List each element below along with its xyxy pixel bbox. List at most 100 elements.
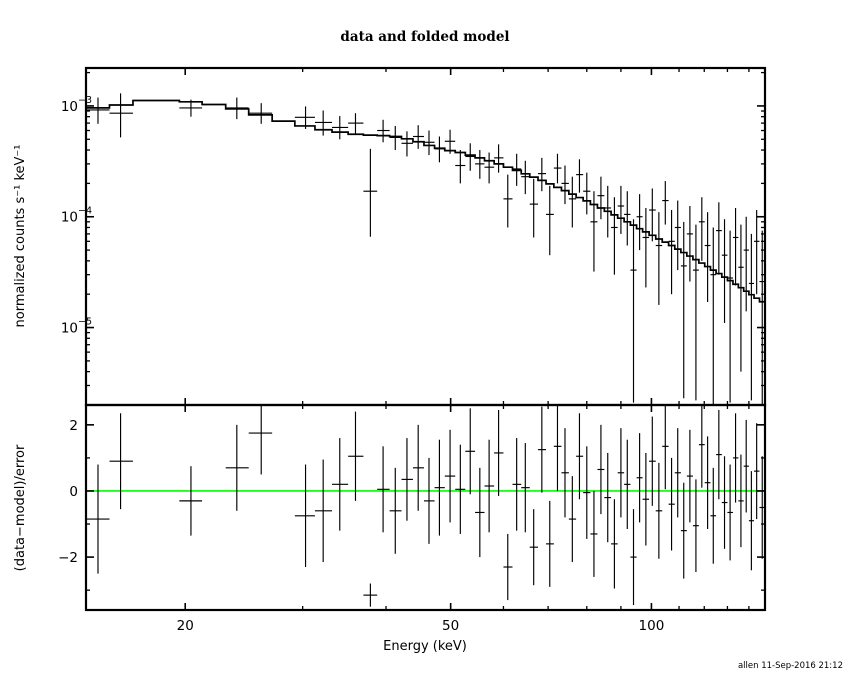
- data-point-errorbar: [484, 152, 495, 184]
- data-point-errorbar: [377, 119, 390, 143]
- top-panel-ticks: [86, 68, 765, 405]
- top-panel-model-layer: [86, 99, 765, 303]
- residual-point-errorbar: [754, 423, 760, 520]
- data-point-errorbar: [465, 143, 476, 171]
- upper-panel: 10−310−410−5 normalized counts s⁻¹ keV⁻¹: [13, 66, 767, 407]
- data-point-errorbar: [86, 97, 110, 124]
- data-point-errorbar: [698, 197, 705, 261]
- residual-point-errorbar: [583, 446, 591, 539]
- timestamp-stamp: allen 11-Sep-2016 21:12: [738, 661, 843, 671]
- residual-point-errorbar: [727, 464, 733, 561]
- data-point-errorbar: [576, 159, 584, 193]
- residual-panel-ticks: [86, 405, 765, 610]
- residual-point-errorbar: [716, 409, 722, 500]
- residual-point-errorbar: [630, 509, 637, 606]
- residual-point-errorbar: [743, 419, 749, 513]
- data-point-errorbar: [444, 129, 456, 154]
- residual-point-errorbar: [434, 439, 445, 536]
- residual-point-errorbar: [521, 443, 530, 533]
- data-point-errorbar: [624, 191, 631, 246]
- residual-point-errorbar: [698, 406, 705, 488]
- residual-point-errorbar: [624, 439, 631, 529]
- residual-point-errorbar: [475, 467, 485, 558]
- data-point-errorbar: [611, 197, 618, 275]
- data-point-errorbar: [617, 185, 625, 234]
- residual-panel: 2 0 −2 (data−model)/error: [13, 403, 767, 612]
- residual-point-errorbar: [484, 439, 495, 533]
- data-point-errorbar: [743, 216, 749, 312]
- y-tick-label-residual: 0: [69, 484, 78, 500]
- svg-text:−3: −3: [78, 95, 92, 106]
- top-panel-y-tick-labels: 10−310−410−5: [61, 95, 92, 337]
- data-point-errorbar: [686, 206, 693, 282]
- data-point-errorbar: [412, 125, 424, 149]
- data-point-errorbar: [732, 207, 739, 286]
- residual-point-errorbar: [225, 424, 249, 511]
- data-point-errorbar: [546, 185, 554, 256]
- residual-point-errorbar: [86, 464, 110, 574]
- residual-point-errorbar: [377, 446, 390, 533]
- data-point-errorbar: [738, 224, 744, 372]
- x-tick-label: 20: [177, 618, 194, 634]
- residual-point-errorbar: [668, 457, 675, 551]
- residual-point-errorbar: [401, 438, 413, 521]
- residual-point-errorbar: [363, 583, 378, 607]
- data-point-errorbar: [704, 212, 711, 303]
- svg-text:10: 10: [61, 210, 78, 226]
- x-tick-label: 50: [442, 618, 459, 634]
- y-tick-label-top: 10 −3: [61, 95, 92, 115]
- data-point-errorbar: [655, 212, 663, 305]
- y-tick-label-top: 10 −4: [61, 206, 92, 226]
- data-point-errorbar: [636, 194, 643, 251]
- data-point-errorbar: [434, 136, 445, 163]
- x-axis-tick-labels: 20 50 100: [177, 618, 665, 634]
- data-point-errorbar: [529, 178, 539, 238]
- svg-text:−5: −5: [78, 317, 92, 328]
- data-point-errorbar: [494, 144, 504, 173]
- y-tick-label-residual: 2: [69, 418, 78, 434]
- residual-point-errorbar: [465, 408, 476, 495]
- residual-point-errorbar: [738, 454, 744, 548]
- top-panel-data-layer: [86, 93, 765, 404]
- data-point-errorbar: [754, 210, 760, 295]
- residual-point-errorbar: [423, 457, 435, 544]
- residual-data-layer: [86, 406, 765, 607]
- residual-point-errorbar: [512, 438, 522, 531]
- data-point-errorbar: [680, 221, 687, 399]
- svg-text:10: 10: [61, 321, 78, 337]
- residual-point-errorbar: [444, 429, 456, 523]
- data-point-errorbar: [668, 210, 675, 295]
- residual-point-errorbar: [314, 459, 333, 563]
- residual-point-errorbar: [597, 424, 605, 515]
- residual-point-errorbar: [655, 462, 663, 559]
- residual-point-errorbar: [332, 438, 349, 531]
- data-point-errorbar: [423, 130, 435, 156]
- residual-panel-y-tick-labels: 2 0 −2: [58, 418, 78, 566]
- data-point-errorbar: [455, 150, 466, 184]
- data-point-errorbar: [590, 191, 598, 272]
- data-point-errorbar: [475, 150, 485, 179]
- top-panel-frame: [84, 66, 767, 407]
- data-point-errorbar: [597, 176, 605, 220]
- residual-point-errorbar: [109, 413, 133, 510]
- data-point-errorbar: [389, 125, 402, 151]
- data-point-errorbar: [642, 207, 650, 288]
- y-axis-label-top: normalized counts s⁻¹ keV⁻¹: [13, 145, 28, 328]
- data-point-errorbar: [674, 200, 681, 271]
- data-point-errorbar: [649, 188, 656, 242]
- data-point-errorbar: [314, 110, 333, 136]
- residual-panel-frame: [84, 403, 767, 612]
- residual-point-errorbar: [546, 500, 554, 587]
- data-point-errorbar: [348, 113, 364, 134]
- data-point-errorbar: [521, 160, 530, 195]
- svg-text:10: 10: [61, 99, 78, 115]
- data-point-errorbar: [503, 174, 513, 228]
- residual-point-errorbar: [455, 444, 466, 534]
- residual-point-errorbar: [704, 436, 711, 529]
- residual-point-errorbar: [503, 533, 513, 601]
- data-point-errorbar: [662, 181, 669, 225]
- residual-point-errorbar: [561, 428, 569, 518]
- residual-point-errorbar: [636, 433, 643, 523]
- residual-point-errorbar: [721, 456, 728, 549]
- residual-point-errorbar: [732, 413, 739, 503]
